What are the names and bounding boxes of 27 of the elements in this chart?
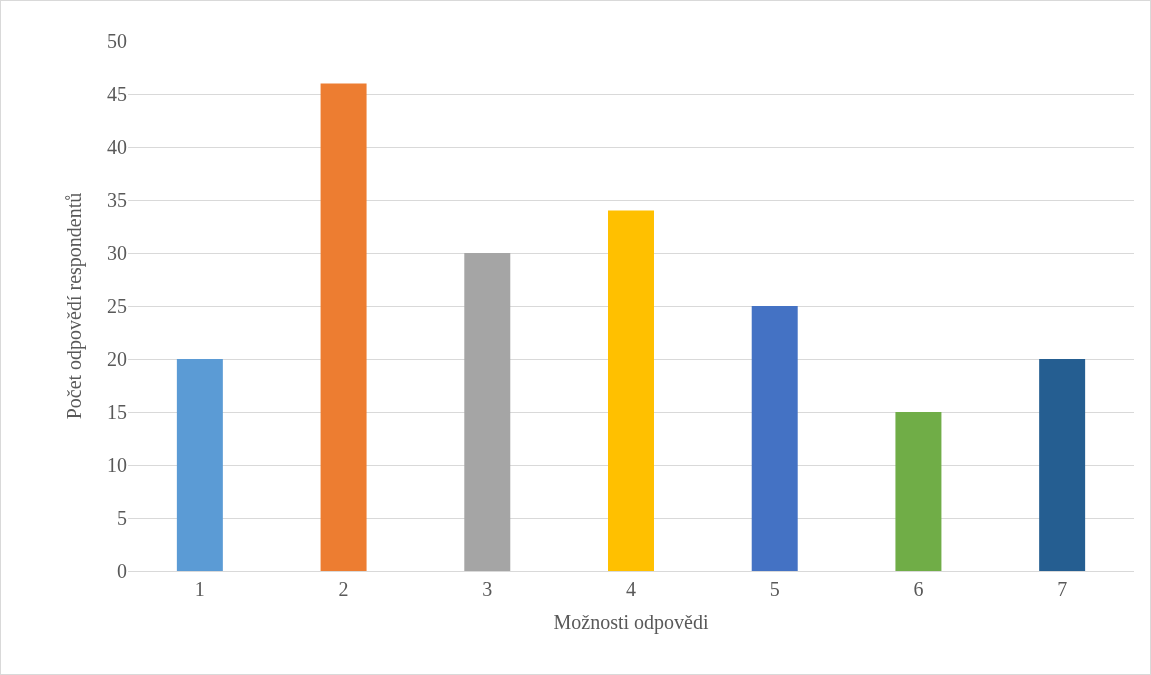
x-axis-title: Možnosti odpovědi: [553, 610, 709, 634]
bar: [751, 306, 798, 571]
x-tick-label: 6: [913, 578, 924, 600]
x-tick-label: 2: [338, 578, 349, 600]
y-tick-label: 40: [107, 136, 127, 158]
x-tick-label: 1: [194, 578, 205, 600]
bar: [608, 210, 654, 571]
y-axis-title: Počet odpovědí respondentů: [62, 192, 86, 420]
y-tick-label: 15: [107, 401, 127, 423]
y-tick-label: 30: [107, 242, 127, 264]
y-tick-label: 45: [107, 83, 127, 105]
x-tick-label: 3: [482, 578, 493, 600]
y-tick-label: 0: [117, 560, 127, 582]
bar: [176, 359, 223, 571]
x-tick-label: 7: [1057, 578, 1068, 600]
bar: [320, 83, 367, 571]
x-tick-label: 5: [769, 578, 780, 600]
bar: [1039, 359, 1086, 571]
x-tick-label: 4: [626, 578, 636, 600]
y-tick-label: 5: [117, 507, 127, 529]
y-tick-label: 35: [107, 189, 127, 211]
bar: [895, 412, 942, 571]
bar: [464, 253, 511, 571]
y-tick-label: 10: [107, 454, 127, 476]
y-tick-label: 50: [107, 30, 127, 52]
y-tick-label: 20: [107, 348, 127, 370]
y-tick-label: 25: [107, 295, 127, 317]
